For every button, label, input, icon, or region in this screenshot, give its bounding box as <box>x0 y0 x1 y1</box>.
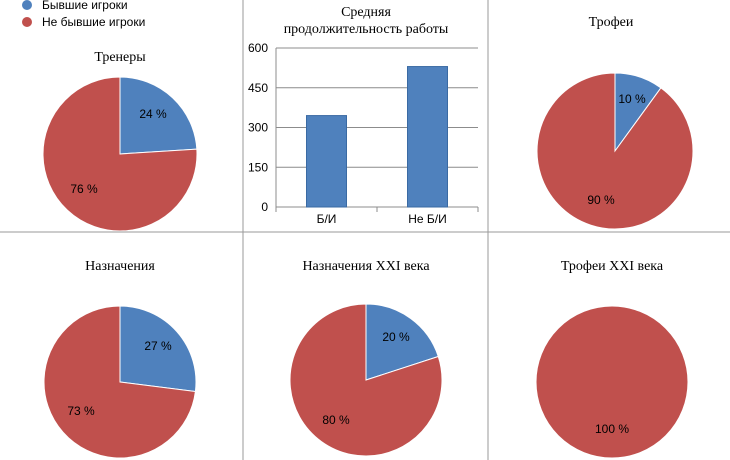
x-tick-label: Б/И <box>317 212 337 226</box>
pie-slice-nonformer-players <box>535 305 689 459</box>
chart-title: Назначения XXI века <box>302 259 430 274</box>
x-tick-label: Не Б/И <box>408 212 447 226</box>
data-label-nonformer-players: 100 % <box>595 422 629 436</box>
pie-slice-former-players <box>365 303 439 381</box>
legend-nonformer-label: Не бывшие игроки <box>42 15 145 29</box>
pie-slice-former-players <box>119 76 198 155</box>
data-label-nonformer-players: 73 % <box>67 404 95 418</box>
data-label-former-players: 20 % <box>382 330 410 344</box>
pie-chart-trophies-21st-century: Трофеи XXI века 100 % <box>535 259 689 459</box>
chart-title: Трофеи XXI века <box>561 259 664 274</box>
legend-former-marker <box>22 0 32 10</box>
data-label-former-players: 10 % <box>618 92 646 106</box>
pie-slice-nonformer-players <box>289 303 443 457</box>
data-label-nonformer-players: 76 % <box>70 182 98 196</box>
y-tick-label: 150 <box>248 160 268 174</box>
y-tick-label: 300 <box>248 121 268 135</box>
y-tick-label: 450 <box>248 81 268 95</box>
legend: Бывшие игроки Не бывшие игроки <box>22 0 145 29</box>
chart-title: Назначения <box>85 259 155 274</box>
legend-former-label: Бывшие игроки <box>42 0 128 12</box>
y-tick-label: 0 <box>261 200 268 214</box>
legend-nonformer-marker <box>22 17 32 27</box>
pie-chart-appointments: Назначения 27 % 73 % <box>43 259 197 459</box>
pie-slice-nonformer-players <box>42 76 198 232</box>
chart-title-line1: Средняя <box>341 5 391 20</box>
bar-chart-average-tenure: Средняя продолжительность работы 0 150 300… <box>248 5 479 226</box>
bar <box>306 115 347 208</box>
pie-slice-nonformer-players <box>536 72 694 230</box>
data-label-nonformer-players: 80 % <box>322 413 350 427</box>
data-label-nonformer-players: 90 % <box>587 193 615 207</box>
chart-title: Тренеры <box>94 50 146 65</box>
pie-slice-nonformer-players <box>43 305 196 459</box>
chart-title: Трофеи <box>589 15 634 30</box>
pie-chart-appointments-21st-century: Назначения XXI века 20 % 80 % <box>289 259 443 457</box>
data-label-former-players: 27 % <box>144 339 172 353</box>
bar <box>407 66 448 208</box>
data-label-former-players: 24 % <box>139 107 167 121</box>
pie-chart-trophies: Трофеи 10 % 90 % <box>536 15 694 230</box>
y-tick-label: 600 <box>248 41 268 55</box>
pie-chart-coaches: Тренеры 24 % 76 % <box>42 50 198 232</box>
chart-title-line2: продолжительность работы <box>284 22 449 37</box>
pie-slice-former-players <box>119 305 197 393</box>
